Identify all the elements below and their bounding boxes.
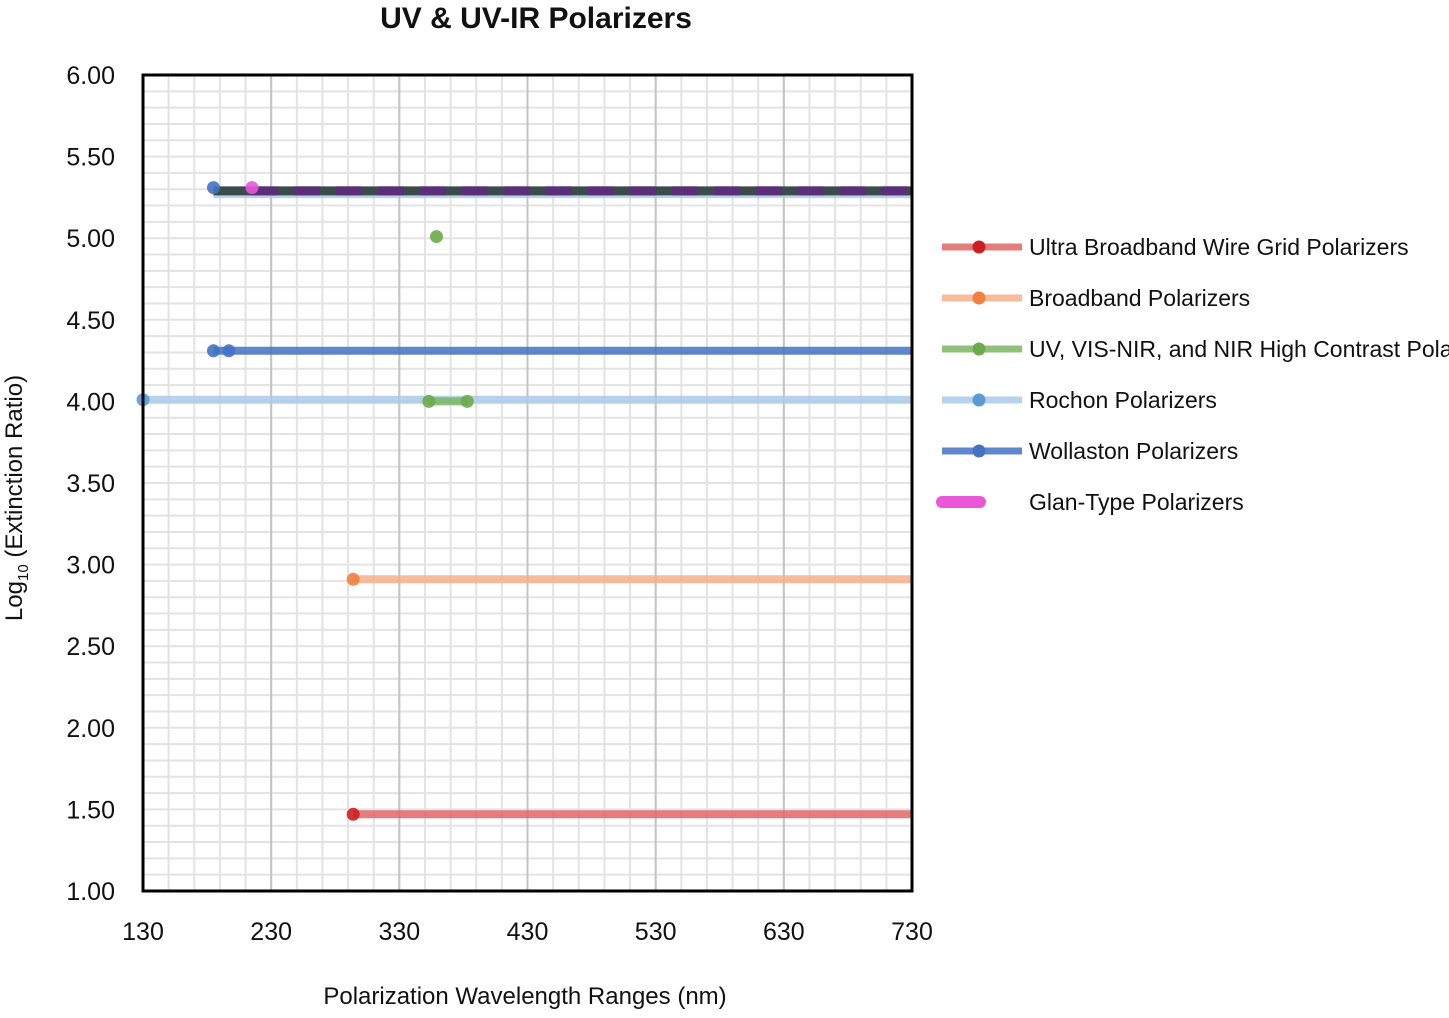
legend-label: Rochon Polarizers bbox=[1029, 387, 1217, 413]
series-marker bbox=[346, 572, 360, 586]
series-marker bbox=[222, 344, 236, 358]
legend-marker bbox=[972, 240, 986, 254]
chart-title: UV & UV-IR Polarizers bbox=[380, 2, 692, 35]
legend-item: Wollaston Polarizers bbox=[942, 438, 1238, 464]
legend-item: Broadband Polarizers bbox=[942, 285, 1250, 311]
series-marker bbox=[422, 394, 436, 408]
y-axis-label-suffix: (Extinction Ratio) bbox=[1, 375, 28, 564]
legend-item: Rochon Polarizers bbox=[942, 387, 1217, 413]
legend-item: Glan-Type Polarizers bbox=[936, 489, 1244, 515]
legend: Ultra Broadband Wire Grid Polarizers Broa… bbox=[936, 234, 1449, 515]
y-tick-label: 2.50 bbox=[66, 633, 115, 661]
x-axis-label: Polarization Wavelength Ranges (nm) bbox=[323, 983, 726, 1010]
y-axis-label: Log10 (Extinction Ratio) bbox=[1, 375, 32, 621]
legend-label: Broadband Polarizers bbox=[1029, 285, 1250, 311]
series-layer bbox=[136, 181, 912, 821]
legend-label: Glan-Type Polarizers bbox=[1029, 489, 1244, 515]
plot-border bbox=[141, 73, 914, 893]
series-marker bbox=[460, 394, 474, 408]
y-tick-label: 1.00 bbox=[66, 878, 115, 906]
series-marker bbox=[430, 230, 444, 244]
x-tick-label: 730 bbox=[891, 918, 933, 946]
y-tick-label: 4.00 bbox=[66, 388, 115, 416]
legend-label: Wollaston Polarizers bbox=[1029, 438, 1238, 464]
y-tick-label: 3.00 bbox=[66, 552, 115, 580]
y-tick-label: 4.50 bbox=[66, 307, 115, 335]
series-marker bbox=[245, 181, 259, 195]
y-tick-labels: 1.00 1.50 2.00 2.50 3.00 3.50 4.00 4.50 5.00 5.50… bbox=[66, 62, 115, 906]
x-tick-label: 230 bbox=[250, 918, 292, 946]
legend-marker bbox=[972, 393, 986, 407]
y-tick-label: 3.50 bbox=[66, 470, 115, 498]
y-axis-label-subscript: 10 bbox=[15, 564, 32, 581]
y-axis-label-prefix: Log bbox=[1, 581, 28, 621]
legend-marker bbox=[972, 291, 986, 305]
x-tick-label: 330 bbox=[378, 918, 420, 946]
y-tick-label: 6.00 bbox=[66, 62, 115, 90]
y-tick-label: 5.50 bbox=[66, 144, 115, 172]
legend-marker bbox=[972, 444, 986, 458]
legend-label: Ultra Broadband Wire Grid Polarizers bbox=[1029, 234, 1409, 260]
x-tick-label: 630 bbox=[763, 918, 805, 946]
legend-item: Ultra Broadband Wire Grid Polarizers bbox=[942, 234, 1409, 260]
series-marker bbox=[206, 181, 220, 195]
x-tick-label: 130 bbox=[122, 918, 164, 946]
series-marker bbox=[206, 344, 220, 358]
y-tick-label: 5.00 bbox=[66, 225, 115, 253]
legend-item: UV, VIS-NIR, and NIR High Contrast Polar… bbox=[942, 336, 1449, 362]
x-tick-label: 530 bbox=[635, 918, 677, 946]
series-marker bbox=[346, 807, 360, 821]
x-tick-label: 430 bbox=[507, 918, 549, 946]
y-tick-label: 1.50 bbox=[66, 796, 115, 824]
y-tick-label: 2.00 bbox=[66, 715, 115, 743]
x-tick-labels: 130 230 330 430 530 630 730 bbox=[122, 918, 933, 946]
legend-label: UV, VIS-NIR, and NIR High Contrast Polar… bbox=[1029, 336, 1449, 362]
legend-marker bbox=[972, 342, 986, 356]
